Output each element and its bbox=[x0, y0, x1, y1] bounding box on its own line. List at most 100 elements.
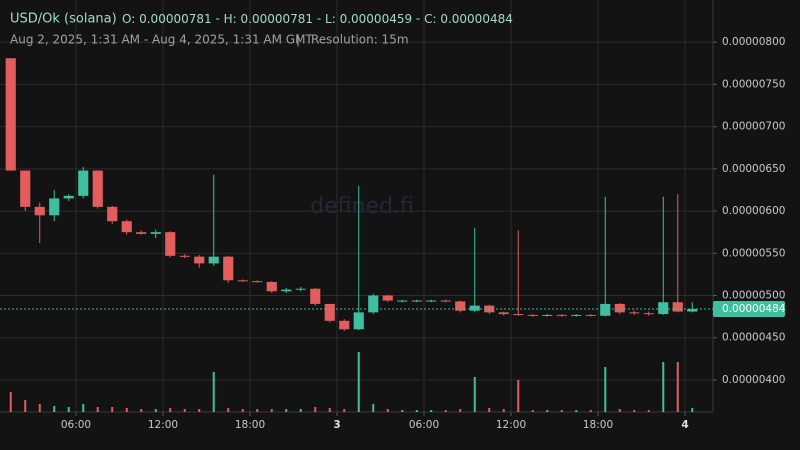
candle-body bbox=[324, 303, 335, 321]
volume-bar bbox=[415, 410, 418, 412]
x-tick-label: 06:00 bbox=[409, 419, 439, 431]
volume-bar bbox=[531, 410, 534, 412]
volume-bar bbox=[270, 409, 273, 412]
volume-bar bbox=[256, 409, 259, 412]
last-price-box bbox=[713, 301, 785, 317]
ohlc-value: 0.00000781 bbox=[139, 12, 212, 26]
volume-bar bbox=[401, 410, 404, 412]
candle-body bbox=[92, 170, 103, 207]
candle-body bbox=[339, 320, 350, 330]
header: USD/Ok (solana) O: 0.00000781 - H: 0.000… bbox=[10, 12, 513, 47]
y-tick-label: 0.00000700 bbox=[722, 121, 785, 133]
volume-bar bbox=[459, 409, 462, 412]
volume-bar bbox=[633, 410, 636, 412]
candle-body bbox=[368, 295, 379, 313]
volume-bar bbox=[328, 408, 331, 412]
candle-body bbox=[237, 280, 248, 282]
candle-body bbox=[629, 312, 640, 314]
y-tick-label: 0.00000800 bbox=[722, 36, 785, 48]
y-tick-label: 0.00000600 bbox=[722, 205, 785, 217]
volume-bar bbox=[618, 409, 621, 412]
volume-bar bbox=[662, 362, 665, 412]
volume-bar bbox=[502, 409, 505, 412]
volume-bar bbox=[676, 362, 679, 412]
volume-bar bbox=[691, 408, 694, 412]
volume-bar bbox=[198, 409, 201, 412]
x-tick-label: 18:00 bbox=[235, 419, 265, 431]
volume-bar bbox=[430, 410, 433, 412]
candle-body bbox=[208, 256, 219, 264]
candle-body bbox=[223, 256, 234, 281]
y-tick-label: 0.00000400 bbox=[722, 374, 785, 386]
candle-body bbox=[542, 314, 553, 316]
candle-body bbox=[63, 195, 74, 199]
candle-body bbox=[310, 288, 321, 304]
x-tick-label: 18:00 bbox=[583, 419, 613, 431]
candle-body bbox=[556, 314, 567, 316]
y-tick-label: 0.00000550 bbox=[722, 247, 785, 259]
separator: | bbox=[296, 33, 300, 47]
candle-body bbox=[426, 300, 437, 302]
volume-bar bbox=[444, 410, 447, 412]
volume-bar bbox=[9, 392, 12, 412]
volume-bar bbox=[38, 404, 41, 412]
ohlc: O: 0.00000781 - H: 0.00000781 - L: 0.000… bbox=[122, 12, 513, 26]
ohlc-label: O: bbox=[122, 12, 135, 26]
candle-body bbox=[20, 170, 31, 207]
volume-bar bbox=[372, 404, 375, 412]
volume-bar bbox=[111, 407, 114, 412]
candle-body bbox=[34, 206, 45, 216]
candle-body bbox=[397, 300, 408, 302]
symbol: USD/Ok (solana) bbox=[10, 12, 117, 27]
volume-bar bbox=[67, 407, 70, 412]
candle-body bbox=[643, 313, 654, 315]
volume-bar bbox=[299, 409, 302, 412]
candle-body bbox=[165, 232, 176, 256]
candle-body bbox=[614, 303, 625, 313]
x-tick-label: 12:00 bbox=[148, 419, 178, 431]
subtitle: Aug 2, 2025, 1:31 AM - Aug 4, 2025, 1:31… bbox=[10, 33, 313, 47]
volume-bar bbox=[183, 409, 186, 412]
ohlc-label: C: bbox=[424, 12, 436, 26]
candle-body bbox=[600, 303, 611, 316]
x-tick-label: 06:00 bbox=[61, 419, 91, 431]
volume-bar bbox=[96, 407, 99, 412]
candle-body bbox=[252, 281, 263, 283]
volume-bar bbox=[604, 367, 607, 412]
candle-body bbox=[78, 170, 89, 196]
candle-body bbox=[455, 301, 466, 311]
y-tick-label: 0.00000750 bbox=[722, 78, 785, 90]
volume-bar bbox=[517, 380, 520, 412]
candle-body bbox=[411, 300, 422, 302]
volume-bar bbox=[53, 406, 56, 412]
candle-body bbox=[440, 300, 451, 302]
candle-body bbox=[527, 314, 538, 316]
candle-body bbox=[353, 312, 364, 330]
volume-bar bbox=[560, 410, 563, 412]
volume-bar bbox=[82, 404, 85, 412]
candle-body bbox=[150, 232, 161, 234]
candle-body bbox=[672, 302, 683, 312]
candle-body bbox=[585, 314, 596, 316]
volume-bar bbox=[473, 377, 476, 412]
volume-bar bbox=[140, 409, 143, 412]
volume-bar bbox=[546, 410, 549, 412]
marks: 0.00000484 bbox=[0, 58, 786, 412]
candle-body bbox=[498, 312, 509, 315]
volume-bar bbox=[386, 409, 389, 412]
candle-body bbox=[513, 314, 524, 316]
volume-bar bbox=[647, 410, 650, 412]
volume-bar bbox=[285, 409, 288, 412]
y-tick-label: 0.00000450 bbox=[722, 332, 785, 344]
volume-bar bbox=[343, 409, 346, 412]
candle-body bbox=[687, 309, 698, 312]
candle-body bbox=[107, 206, 118, 222]
volume-bar bbox=[241, 409, 244, 412]
ohlc-label: H: bbox=[224, 12, 237, 26]
candle-body bbox=[136, 232, 147, 234]
x-tick-label: 12:00 bbox=[496, 419, 526, 431]
volume-bar bbox=[212, 372, 215, 412]
x-tick-label: 4 bbox=[681, 419, 688, 431]
resolution: Resolution: 15m bbox=[311, 33, 409, 47]
